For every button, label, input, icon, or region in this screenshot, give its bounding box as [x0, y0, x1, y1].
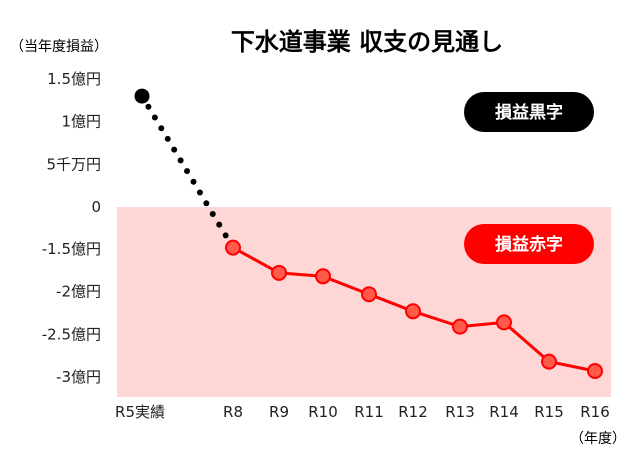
y-unit-label: （当年度損益） [10, 39, 108, 55]
series-points [134, 88, 603, 380]
surplus-label: 損益黒字 [495, 102, 563, 123]
y-tick-label: 1億円 [61, 113, 101, 131]
data-point-actual [134, 88, 150, 104]
x-tick-label: R14 [489, 403, 519, 421]
x-tick-label: R16 [580, 403, 610, 421]
data-point [271, 264, 287, 281]
deficit-label: 損益赤字 [495, 234, 563, 255]
x-tick-label: R11 [354, 403, 384, 421]
x-tick-label: R10 [308, 403, 338, 421]
data-point [315, 268, 331, 285]
y-tick-label: 1.5億円 [47, 70, 101, 88]
data-point [587, 363, 603, 380]
x-tick-label: R13 [445, 403, 475, 421]
data-point [541, 353, 557, 370]
x-unit-label: （年度） [570, 431, 626, 447]
x-tick-label: R5実績 [115, 403, 165, 421]
data-point [361, 286, 377, 303]
y-tick-label: 0 [91, 198, 101, 216]
data-point [496, 314, 512, 331]
y-tick-label: -1.5億円 [42, 240, 101, 258]
y-tick-label: -3億円 [56, 368, 101, 386]
x-tick-label: R12 [398, 403, 428, 421]
x-tick-label: R15 [534, 403, 564, 421]
data-point [452, 318, 468, 335]
data-point [225, 239, 241, 256]
x-tick-label: R9 [269, 403, 289, 421]
x-tick-label: R8 [223, 403, 243, 421]
y-tick-label: 5千万円 [46, 155, 101, 173]
y-tick-label: -2億円 [56, 283, 101, 301]
deficit-badge: 損益赤字 [464, 224, 594, 264]
x-axis: R5実績 R8 R9 R10 R11 R12 R13 R14 R15 R16 [115, 403, 610, 421]
y-tick-label: -2.5億円 [42, 325, 101, 343]
y-axis: 1.5億円 1億円 5千万円 0 -1.5億円 -2億円 -2.5億円 -3億円 [42, 70, 101, 386]
data-point [405, 303, 421, 320]
actual-connector-line [139, 93, 236, 251]
surplus-badge: 損益黒字 [464, 92, 594, 132]
chart-title: 下水道事業 収支の見通し [231, 28, 503, 56]
